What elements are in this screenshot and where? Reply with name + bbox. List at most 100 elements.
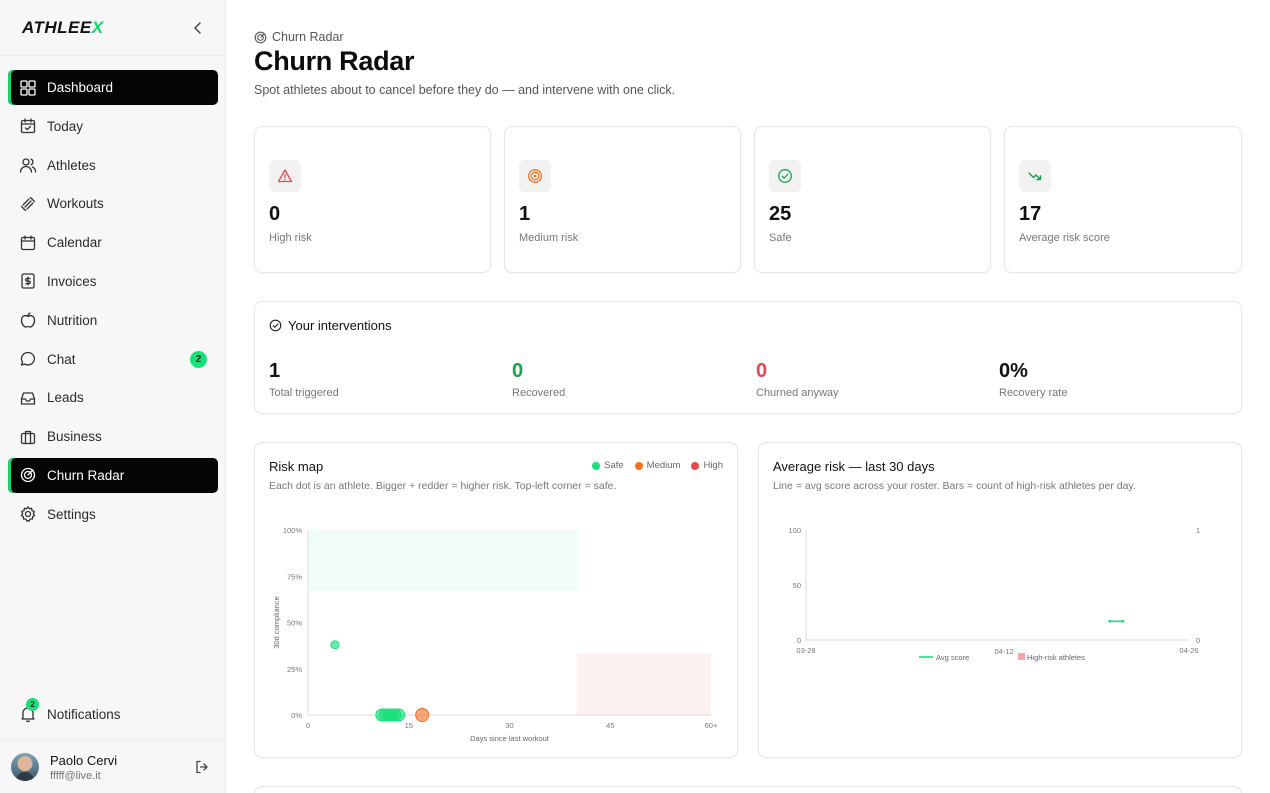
metric-label: Churned anyway — [756, 387, 839, 399]
sidebar-item-workouts[interactable]: Workouts — [8, 186, 218, 221]
breadcrumb-label: Churn Radar — [272, 30, 344, 44]
legend-dot-high — [691, 461, 700, 470]
y-axis-label: 30d compliance — [272, 596, 281, 649]
sidebar-item-label: Athletes — [47, 157, 96, 173]
y-tick-label: 100% — [283, 526, 303, 535]
stat-label: Medium risk — [519, 232, 579, 244]
data-point — [330, 640, 340, 650]
sidebar: ATHLEEX Dashboard Today Athletes Workouts Ca… — [0, 0, 226, 793]
sidebar-item-churn-radar[interactable]: Churn Radar — [8, 457, 218, 493]
metric-churned-anyway: 0 Churned anyway — [756, 360, 839, 399]
grid-icon — [19, 79, 37, 97]
safe-zone — [308, 530, 577, 592]
stat-value: 0 — [269, 203, 281, 225]
sidebar-item-invoices[interactable]: Invoices — [8, 264, 218, 299]
metric-value: 0 — [756, 360, 768, 382]
sidebar-item-label: Settings — [47, 506, 96, 522]
dumbbell-icon — [19, 195, 37, 213]
notifications-badge: 2 — [26, 698, 39, 711]
collapse-sidebar-button[interactable] — [190, 18, 206, 38]
breadcrumb: Churn Radar — [254, 30, 344, 44]
sidebar-item-label: Chat — [47, 351, 76, 367]
notifications-label: Notifications — [47, 706, 121, 722]
data-point — [392, 708, 406, 722]
sidebar-item-label: Dashboard — [47, 80, 114, 95]
chat-unread-badge: 2 — [190, 350, 207, 368]
stat-label: Safe — [769, 232, 792, 244]
y-tick-label: 0 — [797, 636, 801, 645]
metric-recovered: 0 Recovered — [512, 360, 565, 399]
main-content: Churn Radar Churn Radar Spot athletes ab… — [226, 0, 1270, 793]
stat-card-average-risk: 17 Average risk score — [1004, 126, 1242, 273]
x-axis-label: Days since last workout — [470, 734, 550, 743]
stat-card-high-risk: 0 High risk — [254, 126, 491, 273]
sidebar-item-label: Workouts — [47, 196, 104, 212]
legend-item-medium: Medium — [634, 460, 680, 471]
average-risk-description: Line = avg score across your roster. Bar… — [773, 480, 1136, 492]
avatar[interactable] — [11, 753, 39, 781]
sidebar-item-today[interactable]: Today — [8, 109, 218, 144]
metric-label: Recovered — [512, 387, 566, 399]
sidebar-item-label: Churn Radar — [47, 467, 125, 483]
interventions-title-label: Your interventions — [288, 318, 392, 333]
briefcase-icon — [19, 428, 37, 446]
average-risk-title: Average risk — last 30 days — [773, 459, 935, 474]
sidebar-nav: Dashboard Today Athletes Workouts Calendar In… — [8, 70, 218, 536]
metric-value: 1 — [269, 360, 281, 382]
legend-item-safe: Safe — [592, 460, 624, 471]
user-name: Paolo Cervi — [50, 753, 118, 768]
avg-score-point — [1121, 619, 1125, 623]
chevron-left-icon — [194, 22, 201, 34]
legend-label-high-risk: High-risk athletes — [1027, 653, 1085, 662]
y-right-tick-label: 1 — [1196, 526, 1200, 535]
logout-button[interactable] — [194, 759, 210, 775]
risk-map-card: Risk map Safe Medium High Each dot is an… — [254, 442, 738, 758]
page-title: Churn Radar — [254, 46, 415, 76]
sidebar-item-settings[interactable]: Settings — [8, 497, 218, 532]
metric-value: 0% — [999, 360, 1028, 382]
avg-score-point — [1108, 619, 1112, 623]
legend-label: High — [703, 460, 723, 471]
sidebar-item-dashboard[interactable]: Dashboard — [8, 70, 218, 105]
page-subtitle: Spot athletes about to cancel before the… — [254, 83, 676, 97]
x-tick-label: 30 — [505, 721, 513, 730]
next-card — [254, 786, 1242, 793]
danger-zone — [576, 653, 711, 715]
average-risk-chart: 0 50 100 0 1 03-28 04-12 04-26 Avg score High-ris… — [788, 526, 1200, 662]
sidebar-item-business[interactable]: Business — [8, 419, 218, 454]
notifications-button[interactable]: 2 Notifications — [8, 697, 218, 731]
legend-swatch-high-risk — [1018, 653, 1025, 660]
risk-map-description: Each dot is an athlete. Bigger + redder … — [269, 480, 617, 492]
sidebar-item-chat[interactable]: Chat 2 — [8, 342, 218, 377]
users-icon — [19, 156, 37, 174]
stat-card-medium-risk: 1 Medium risk — [504, 126, 741, 273]
gear-icon — [19, 505, 37, 523]
sidebar-item-label: Calendar — [47, 235, 102, 251]
interventions-title: Your interventions — [269, 318, 392, 333]
y-tick-label: 0% — [291, 711, 302, 720]
sidebar-item-calendar[interactable]: Calendar — [8, 225, 218, 260]
sidebar-item-leads[interactable]: Leads — [8, 380, 218, 415]
data-point — [415, 708, 430, 722]
sidebar-item-nutrition[interactable]: Nutrition — [8, 303, 218, 338]
stat-value: 25 — [769, 203, 792, 225]
sidebar-item-athletes[interactable]: Athletes — [8, 148, 218, 183]
x-tick-label: 0 — [306, 721, 310, 730]
bell-icon: 2 — [19, 698, 39, 723]
brand-logo[interactable]: ATHLEEX — [22, 18, 104, 37]
radar-icon — [19, 466, 37, 484]
check-circle-icon — [269, 319, 282, 332]
interventions-card: Your interventions 1 Total triggered 0 R… — [254, 301, 1242, 414]
apple-icon — [19, 311, 37, 329]
calendar-icon — [19, 234, 37, 252]
metric-label: Total triggered — [269, 387, 339, 399]
sidebar-item-label: Business — [47, 429, 102, 445]
average-risk-card: Average risk — last 30 days Line = avg s… — [758, 442, 1242, 758]
invoice-icon — [19, 272, 37, 290]
x-tick-label: 04-12 — [995, 647, 1014, 656]
x-tick-label: 60+ — [705, 721, 718, 730]
chat-icon — [19, 350, 37, 368]
x-tick-label: 04-26 — [1179, 646, 1198, 655]
legend-item-high: High — [691, 460, 723, 471]
stat-label: Average risk score — [1019, 232, 1110, 244]
